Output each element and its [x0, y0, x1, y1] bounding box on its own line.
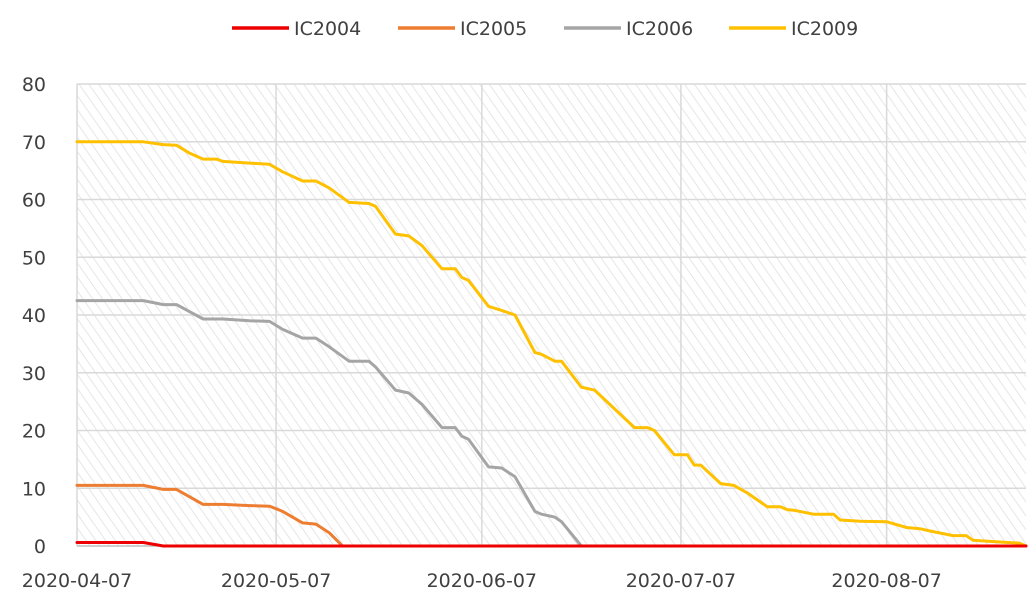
grid-lines — [76, 83, 1026, 546]
y-tick-label: 50 — [22, 247, 46, 269]
series-line-ic2006 — [75, 299, 1028, 548]
y-axis-ticks: 0 10 20 30 40 50 60 70 80 — [22, 74, 46, 558]
y-tick-label: 20 — [22, 421, 46, 443]
y-tick-label: 60 — [22, 190, 46, 212]
series-line-ic2009 — [75, 140, 1028, 548]
x-tick-label: 2020-04-07 — [22, 570, 132, 592]
series-layer — [75, 140, 1028, 548]
x-tick-label: 2020-05-07 — [221, 570, 331, 592]
y-tick-label: 70 — [22, 132, 46, 154]
y-tick-label: 30 — [22, 363, 46, 385]
legend-label-ic2004: IC2004 — [294, 18, 361, 40]
series-line-ic2004 — [75, 541, 1028, 548]
legend-label-ic2009: IC2009 — [791, 18, 858, 40]
legend-label-ic2006: IC2006 — [626, 18, 693, 40]
legend-label-ic2005: IC2005 — [460, 18, 527, 40]
y-tick-label: 40 — [22, 305, 46, 327]
y-tick-label: 10 — [22, 478, 46, 500]
x-tick-label: 2020-06-07 — [427, 570, 537, 592]
x-axis-ticks: 2020-04-07 2020-05-07 2020-06-07 2020-07-07… — [22, 570, 942, 592]
series-line-ic2005 — [75, 483, 1028, 548]
y-tick-label: 0 — [34, 536, 46, 558]
y-tick-label: 80 — [22, 74, 46, 96]
legend: IC2004 IC2005 IC2006 IC2009 — [232, 18, 858, 40]
x-tick-label: 2020-08-07 — [831, 570, 941, 592]
x-tick-label: 2020-07-07 — [626, 570, 736, 592]
